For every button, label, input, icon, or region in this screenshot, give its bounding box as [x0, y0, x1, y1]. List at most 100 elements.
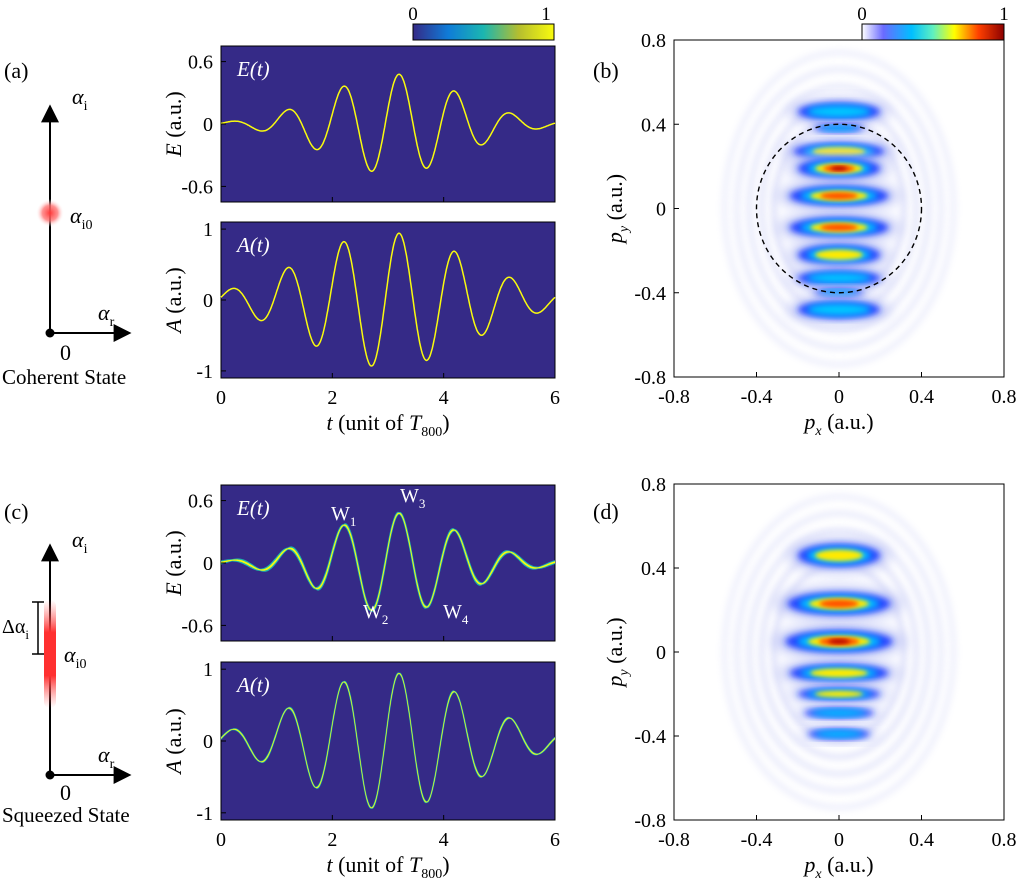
y-tick-label: 0.6: [188, 491, 213, 513]
field-plots: E(t)0.60-0.6E (a.u.)A(t)10-10 2 4 6A (a.u.)…: [161, 45, 560, 882]
y-tick-label: 0: [203, 731, 213, 753]
colorbar-jet-bar: [861, 23, 1005, 41]
band-mid: [806, 303, 872, 316]
y-tick-label: -0.6: [181, 615, 213, 637]
y-tick-label: 0: [203, 290, 213, 312]
heatmap-background: [220, 45, 556, 203]
y-tick-label: 0.8: [641, 474, 666, 496]
alpha-i0-label: αi0: [70, 203, 92, 233]
y-tick-label: 0: [203, 114, 213, 136]
x-tick-label: 0.8: [992, 829, 1017, 851]
x-axis-label: px (a.u.): [802, 409, 873, 439]
interference-ring: [722, 50, 956, 367]
x-axis-label: t (unit of T800): [326, 852, 449, 882]
coherent-state-caption: Coherent State: [2, 365, 126, 389]
x-tick-label: 0: [834, 386, 844, 408]
squeezed-state-blob: [44, 600, 56, 708]
peak-label-w4: W4: [443, 601, 469, 627]
y-tick-label: -1: [196, 361, 213, 383]
alpha-r-label: αr: [98, 300, 115, 330]
momentum-distribution-coherent: (b) 0.8 0.4 0 -0.4 -0.8-0.8 -0.4 0 0.4 0.8 px (a.…: [593, 30, 1017, 439]
band-mid: [814, 730, 864, 738]
x-tick-label: 6: [550, 387, 560, 409]
y-tick-label: -0.4: [634, 283, 666, 305]
field-curve: [220, 73, 556, 172]
band-peak: [830, 166, 848, 171]
y-tick-label: 0: [656, 642, 666, 664]
alpha-i0-label: αi0: [64, 642, 86, 672]
y-axis-label: py (a.u.): [602, 174, 632, 245]
x-tick-label: -0.4: [741, 829, 773, 851]
field-panel-3: E(t) 0.6 0 -0.6 E (a.u.): [161, 484, 556, 642]
alpha-i-label: αi: [72, 84, 88, 114]
peak-label-w1: W1: [331, 503, 356, 529]
x-tick-label: -0.8: [658, 829, 690, 851]
y-tick-label: 1: [203, 659, 213, 681]
y-tick-label: 0.6: [188, 52, 213, 74]
panel-label-b: (b): [593, 58, 619, 83]
x-tick-label: 2: [327, 387, 337, 409]
panel-title-label: E(t): [236, 496, 270, 520]
y-tick-label: -0.6: [181, 176, 213, 198]
x-tick-label: 0.8: [992, 386, 1017, 408]
phase-space-coherent: (a) αi αi0 αr 0 Coherent State: [2, 58, 132, 389]
band-mid: [811, 709, 867, 717]
interference-ring: [734, 66, 944, 351]
delta-alpha-label: Δαi: [2, 616, 29, 642]
x-tick-label: 4: [439, 387, 449, 409]
panel-title-label: A(t): [235, 233, 270, 257]
panel-title-label: A(t): [235, 673, 270, 697]
x-tick-label: 0: [216, 829, 226, 851]
band-core: [815, 549, 863, 562]
field-curve: [220, 232, 556, 367]
interference-ring: [746, 83, 932, 334]
band-peak: [828, 639, 850, 644]
band-mid: [819, 125, 859, 132]
band-mid: [806, 272, 872, 284]
band-hot: [820, 223, 858, 231]
y-tick-label: 0.8: [641, 30, 666, 52]
x-tick-label: 0: [216, 387, 226, 409]
field-panel-4: A(t)10-10 2 4 6A (a.u.)t (unit of T800): [161, 659, 560, 882]
colorbar-parula-max: 1: [541, 4, 551, 25]
x-tick-label: 0: [834, 829, 844, 851]
band-mid: [806, 105, 872, 118]
y-tick-label: 0.4: [641, 558, 666, 580]
squeezed-state-caption: Squeezed State: [2, 803, 130, 827]
peak-label-w3: W3: [400, 485, 425, 511]
x-tick-label: 6: [550, 829, 560, 851]
peak-label-w2: W2: [363, 601, 388, 627]
heatmap-background: [220, 221, 556, 379]
y-axis-label: E (a.u.): [161, 530, 186, 596]
interference-ring: [746, 527, 932, 777]
x-tick-label: 2: [327, 829, 337, 851]
colorbar-jet-max: 1: [999, 4, 1009, 25]
momentum-distribution-squeezed: (d) 0.8 0.4 0 -0.4 -0.8-0.8 -0.4 0 0.4 0.8 px (a.…: [593, 474, 1017, 882]
y-axis-label: A (a.u.): [161, 708, 186, 775]
y-axis-label: py (a.u.): [602, 617, 632, 688]
x-tick-label: 4: [439, 829, 449, 851]
heatmap-background: [220, 661, 556, 821]
dashed-circle: [755, 123, 923, 294]
y-tick-label: 0: [203, 553, 213, 575]
x-tick-label: -0.8: [658, 386, 690, 408]
y-tick-label: -0.8: [634, 810, 666, 832]
x-tick-label: 0.4: [909, 829, 934, 851]
y-tick-label: -0.4: [634, 726, 666, 748]
y-tick-label: 0.4: [641, 114, 666, 136]
alpha-i-label: αi: [72, 527, 88, 557]
alpha-r-label: αr: [98, 742, 115, 772]
colorbar-parula-bar: [412, 23, 555, 41]
x-tick-label: -0.4: [741, 386, 773, 408]
origin-label: 0: [60, 340, 71, 365]
x-tick-label: 0.4: [909, 386, 934, 408]
field-panel-1: E(t) 0.6 0 -0.6 E (a.u.): [161, 45, 556, 203]
panel-label-a: (a): [4, 58, 28, 83]
field-panel-2: A(t)10-10 2 4 6A (a.u.)t (unit of T800): [161, 219, 560, 440]
colorbar-jet: 0 1: [857, 4, 1009, 41]
y-tick-label: -0.8: [634, 367, 666, 389]
origin-dot: [45, 770, 55, 780]
colorbar-parula: 0 1: [408, 4, 555, 41]
y-axis-label: A (a.u.): [161, 267, 186, 334]
